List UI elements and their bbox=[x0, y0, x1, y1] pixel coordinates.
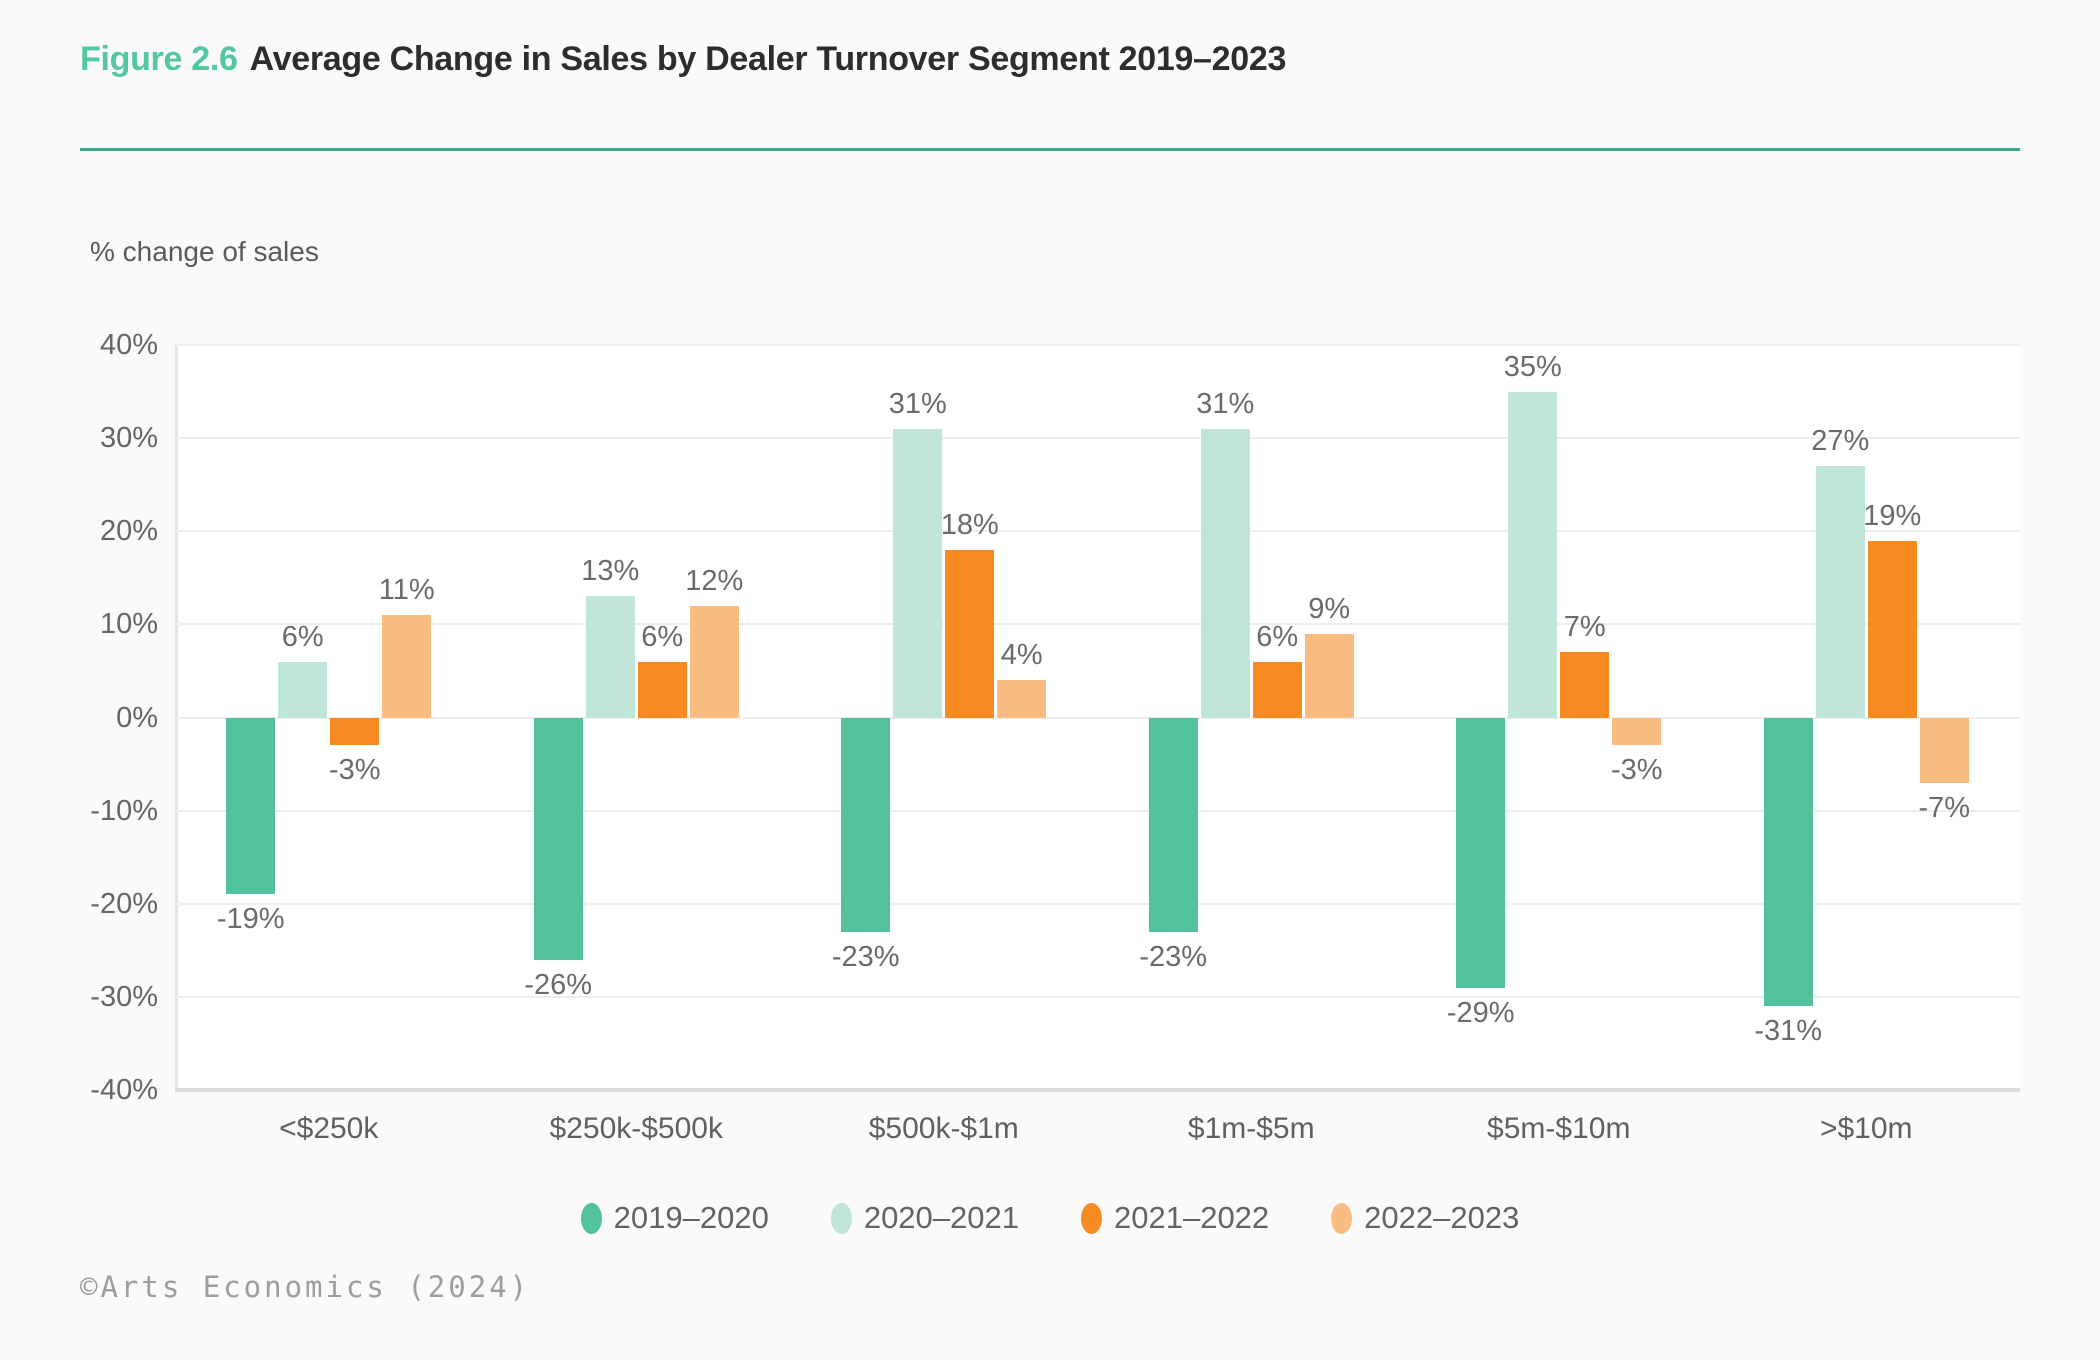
bar-value-label: -29% bbox=[1446, 996, 1515, 1029]
legend-item: 2021–2022 bbox=[1081, 1200, 1269, 1236]
x-axis-label: <$250k bbox=[279, 1112, 379, 1145]
bar bbox=[689, 605, 739, 718]
bar bbox=[1252, 661, 1302, 718]
bar bbox=[893, 428, 943, 718]
figure-label: Figure 2.6 bbox=[80, 40, 238, 78]
y-tick-label: 30% bbox=[99, 422, 158, 455]
bar bbox=[997, 680, 1047, 718]
y-axis-title: % change of sales bbox=[90, 236, 319, 267]
gridline bbox=[175, 344, 2020, 346]
bar bbox=[1867, 540, 1917, 718]
bar-value-label: 6% bbox=[641, 620, 684, 653]
y-tick-label: -30% bbox=[90, 980, 158, 1013]
bar-value-label: 4% bbox=[1000, 639, 1043, 672]
copyright-credit: ©Arts Economics (2024) bbox=[80, 1270, 531, 1304]
bar bbox=[1200, 428, 1250, 718]
bar-value-label: -23% bbox=[1139, 940, 1208, 973]
bar-value-label: 11% bbox=[378, 574, 435, 607]
bar bbox=[330, 717, 380, 746]
x-axis-label: $5m-$10m bbox=[1487, 1112, 1631, 1145]
legend-item: 2022–2023 bbox=[1331, 1200, 1519, 1236]
gridline bbox=[175, 437, 2020, 440]
y-tick-label: 10% bbox=[99, 608, 158, 641]
gridline bbox=[175, 809, 2020, 812]
bar bbox=[585, 596, 635, 718]
bar bbox=[637, 661, 687, 718]
bar-value-label: 31% bbox=[1196, 387, 1255, 420]
bar bbox=[1815, 466, 1865, 718]
legend-item: 2020–2021 bbox=[830, 1200, 1019, 1236]
x-axis-label: $500k-$1m bbox=[868, 1112, 1019, 1145]
gridline bbox=[175, 1088, 2020, 1092]
x-axis-label: >$10m bbox=[1819, 1112, 1913, 1145]
bar-value-label: -3% bbox=[1610, 754, 1663, 787]
x-axis-label: $250k-$500k bbox=[549, 1112, 723, 1145]
bar-value-label: 12% bbox=[685, 564, 744, 597]
y-tick-label: 40% bbox=[99, 329, 158, 361]
bar-value-label: 27% bbox=[1811, 425, 1870, 458]
bar bbox=[533, 717, 583, 960]
bar-value-label: 9% bbox=[1308, 592, 1351, 625]
bar bbox=[1763, 717, 1813, 1007]
bar bbox=[1612, 717, 1662, 746]
bar-value-label: -7% bbox=[1918, 791, 1971, 824]
gridline bbox=[175, 902, 2020, 905]
gridline bbox=[175, 530, 2020, 533]
gridline bbox=[175, 995, 2020, 998]
bar-value-label: 6% bbox=[1256, 620, 1299, 653]
y-tick-label: 20% bbox=[99, 515, 158, 548]
legend-label: 2021–2022 bbox=[1114, 1200, 1270, 1235]
bar-value-label: -3% bbox=[328, 754, 381, 787]
gridline bbox=[175, 623, 2020, 626]
bar bbox=[1508, 391, 1558, 718]
legend-label: 2022–2023 bbox=[1364, 1200, 1520, 1235]
bar bbox=[1304, 633, 1354, 718]
bar bbox=[226, 717, 276, 895]
y-tick-label: -10% bbox=[90, 794, 158, 827]
bar-value-label: 13% bbox=[581, 555, 640, 588]
bar-value-label: -26% bbox=[524, 968, 593, 1001]
gridline bbox=[175, 716, 2020, 719]
bar-value-label: -23% bbox=[831, 940, 900, 973]
bar-value-label: 19% bbox=[1863, 499, 1922, 532]
bar-value-label: 31% bbox=[888, 387, 947, 420]
y-tick-label: 0% bbox=[116, 701, 158, 734]
legend-swatch-icon bbox=[1081, 1202, 1102, 1234]
legend-label: 2020–2021 bbox=[863, 1200, 1019, 1235]
bar-value-label: 7% bbox=[1563, 611, 1606, 644]
bar-value-label: -19% bbox=[216, 903, 285, 936]
bar bbox=[1148, 717, 1198, 932]
page-title: Figure 2.6 Average Change in Sales by Dea… bbox=[80, 40, 1286, 79]
bar-value-label: -31% bbox=[1754, 1015, 1823, 1048]
legend-item: 2019–2020 bbox=[580, 1200, 769, 1236]
figure-title-text: Average Change in Sales by Dealer Turnov… bbox=[249, 40, 1287, 78]
bar-value-label: 35% bbox=[1503, 350, 1562, 383]
y-tick-label: -20% bbox=[90, 887, 158, 920]
legend-swatch-icon bbox=[1331, 1202, 1353, 1234]
bar bbox=[945, 549, 995, 718]
legend-swatch-icon bbox=[830, 1202, 852, 1234]
title-rule bbox=[80, 148, 2020, 151]
bar bbox=[382, 615, 432, 718]
legend: 2019–2020 2020–2021 2021–2022 2022–2023 bbox=[0, 1200, 2100, 1236]
legend-swatch-icon bbox=[580, 1202, 602, 1234]
bar bbox=[1456, 717, 1506, 988]
bar-value-label: 18% bbox=[940, 508, 999, 541]
bar bbox=[1560, 652, 1610, 718]
y-tick-label: -40% bbox=[90, 1074, 158, 1106]
bar bbox=[841, 717, 891, 932]
x-axis-label: $1m-$5m bbox=[1187, 1112, 1315, 1145]
bar-value-label: 6% bbox=[281, 620, 324, 653]
bar bbox=[1919, 717, 1969, 783]
legend-label: 2019–2020 bbox=[613, 1200, 769, 1235]
bar bbox=[278, 661, 328, 718]
